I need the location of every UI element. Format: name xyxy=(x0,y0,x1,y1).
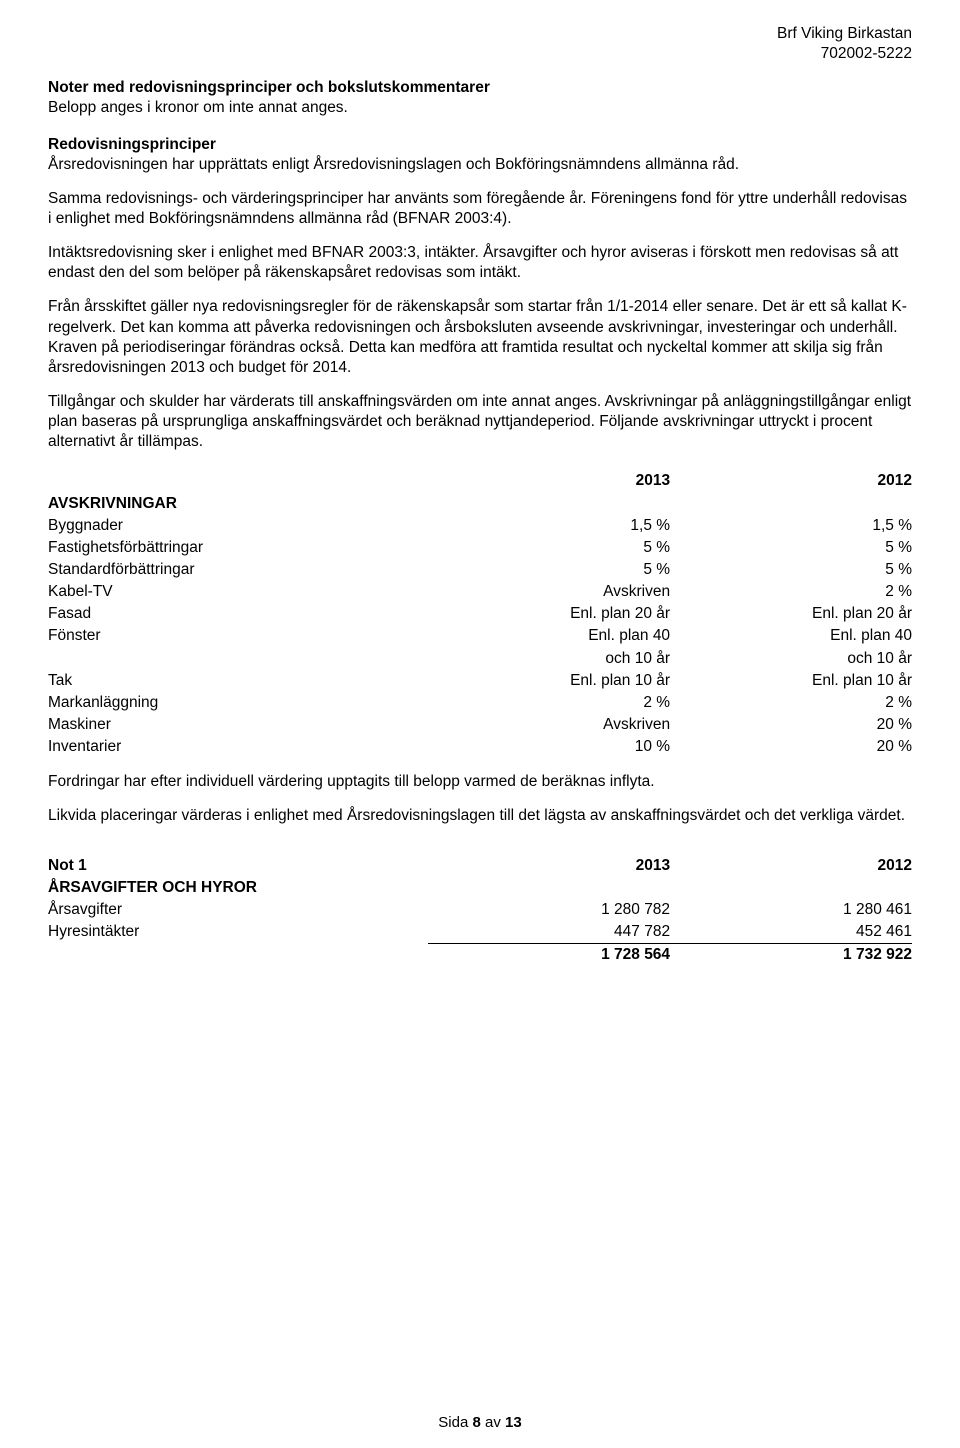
table-row: Markanläggning 2 % 2 % xyxy=(48,692,912,714)
footer-a: Sida xyxy=(438,1414,472,1431)
principles-p5: Tillgångar och skulder har värderats til… xyxy=(48,392,912,452)
table-row-sum: 1 728 564 1 732 922 xyxy=(48,944,912,967)
avskrivningar-table: 2013 2012 AVSKRIVNINGAR Byggnader 1,5 % … xyxy=(48,470,912,758)
table-row: Kabel-TV Avskriven 2 % xyxy=(48,581,912,603)
table-row: Fönster Enl. plan 40 Enl. plan 40 xyxy=(48,625,912,647)
after-table-p2: Likvida placeringar värderas i enlighet … xyxy=(48,806,912,826)
not1-year-a: 2013 xyxy=(428,855,670,877)
section-subtitle: Belopp anges i kronor om inte annat ange… xyxy=(48,98,912,118)
table-row: Standardförbättringar 5 % 5 % xyxy=(48,559,912,581)
principles-p3: Intäktsredovisning sker i enlighet med B… xyxy=(48,243,912,283)
page-content: Brf Viking Birkastan 702002-5222 Noter m… xyxy=(0,0,960,966)
principles-p2: Samma redovisnings- och värderingsprinci… xyxy=(48,189,912,229)
principles-p4: Från årsskiftet gäller nya redovisningsr… xyxy=(48,297,912,378)
after-table-p1: Fordringar har efter individuell värderi… xyxy=(48,772,912,792)
not1-subtitle: ÅRSAVGIFTER OCH HYROR xyxy=(48,877,428,899)
avskr-year-a: 2013 xyxy=(428,470,670,492)
org-name: Brf Viking Birkastan xyxy=(48,24,912,44)
org-number: 702002-5222 xyxy=(48,44,912,64)
table-row: och 10 år och 10 år xyxy=(48,648,912,670)
footer-total: 13 xyxy=(505,1414,522,1431)
not1-title: Not 1 xyxy=(48,855,428,877)
avskr-heading: AVSKRIVNINGAR xyxy=(48,493,428,515)
table-row: Fasad Enl. plan 20 år Enl. plan 20 år xyxy=(48,603,912,625)
principles-heading: Redovisningsprinciper xyxy=(48,135,912,155)
not1-table: Not 1 2013 2012 ÅRSAVGIFTER OCH HYROR År… xyxy=(48,855,912,967)
table-row: Hyresintäkter 447 782 452 461 xyxy=(48,921,912,944)
avskr-year-b: 2012 xyxy=(670,470,912,492)
table-row: Årsavgifter 1 280 782 1 280 461 xyxy=(48,899,912,921)
table-row: Fastighetsförbättringar 5 % 5 % xyxy=(48,537,912,559)
principles-p1: Årsredovisningen har upprättats enligt Å… xyxy=(48,155,912,175)
page-footer: Sida 8 av 13 xyxy=(0,1413,960,1433)
table-row: Inventarier 10 % 20 % xyxy=(48,736,912,758)
footer-page: 8 xyxy=(472,1414,480,1431)
section-title: Noter med redovisningsprinciper och boks… xyxy=(48,78,912,98)
not1-year-b: 2012 xyxy=(670,855,912,877)
footer-b: av xyxy=(481,1414,505,1431)
table-row: Tak Enl. plan 10 år Enl. plan 10 år xyxy=(48,670,912,692)
table-row: Maskiner Avskriven 20 % xyxy=(48,714,912,736)
table-row: Byggnader 1,5 % 1,5 % xyxy=(48,515,912,537)
page-header: Brf Viking Birkastan 702002-5222 xyxy=(48,24,912,64)
